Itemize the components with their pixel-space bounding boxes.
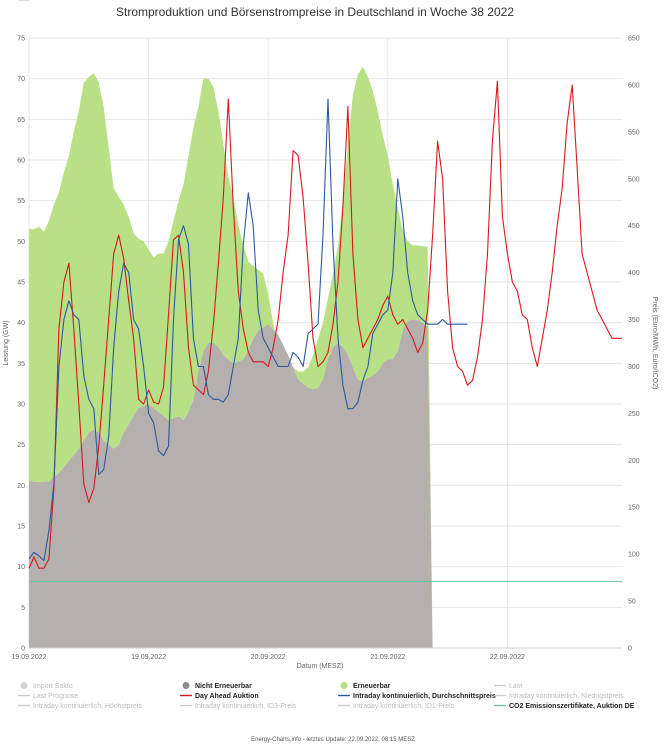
legend-item[interactable]: Last Prognose xyxy=(18,693,78,700)
legend-label: Nicht Erneuerbar xyxy=(195,683,252,690)
y-axis-right-title: Preis (Euro/MWh, Euro/tCO2) xyxy=(651,297,658,390)
y-left-tick-label: 45 xyxy=(17,280,25,287)
legend-item[interactable]: CO2 Emissionszertifikate, Auktion EU xyxy=(18,0,150,2)
series-area-erneuerbar xyxy=(29,66,473,648)
legend-item[interactable]: Intraday kontinuierlich, Niedrigstpreis xyxy=(494,693,624,700)
y-right-tick-label: 350 xyxy=(628,317,640,324)
legend-item[interactable]: Import Saldo xyxy=(20,682,73,690)
y-right-tick-label: 150 xyxy=(628,505,640,512)
y-left-tick-label: 10 xyxy=(17,564,25,571)
y-right-tick-label: 600 xyxy=(628,82,640,89)
y-right-tick-label: 300 xyxy=(628,364,640,371)
legend-item[interactable]: Intraday kontinuierlich, Höchstpreis xyxy=(18,703,142,710)
series-area-nicht-erneuerbar xyxy=(29,319,473,648)
y-left-tick-label: 20 xyxy=(17,483,25,490)
y-right-tick-label: 200 xyxy=(628,458,640,465)
y-left-tick-label: 0 xyxy=(21,646,25,653)
legend-item[interactable]: Intraday kontinuierlich, Durchschnittspr… xyxy=(338,693,496,700)
axes: 0 5 10 15 20 25 30 35 40 45 50 55 60 65 70 75 0 50 100 150 2… xyxy=(11,36,639,662)
legend-item[interactable]: Last xyxy=(494,683,522,690)
y-right-tick-label: 650 xyxy=(628,36,640,43)
series-line-intraday-kontinuierlich-durchschnittspreis xyxy=(28,98,468,562)
legend-label: CO2 Emissionszertifikate, Auktion DE xyxy=(509,703,635,710)
x-tick-label: 22.09.2022 xyxy=(490,654,525,661)
x-tick-label: 21.09.2022 xyxy=(370,654,405,661)
y-left-tick-label: 50 xyxy=(17,239,25,246)
x-tick-label: 19.09.2022 xyxy=(11,654,46,661)
y-right-tick-label: 450 xyxy=(628,223,640,230)
chart-title: Stromproduktion und Börsenstrompreise in… xyxy=(116,5,514,19)
y-right-tick-label: 400 xyxy=(628,270,640,277)
legend-item[interactable]: Intraday kontinuierlich, ID3-Preis xyxy=(180,703,297,710)
x-tick-label: 20.09.2022 xyxy=(251,654,286,661)
legend-label: Erneuerbar xyxy=(353,683,391,690)
y-right-tick-label: 550 xyxy=(628,129,640,136)
legend-item[interactable]: Nicht Erneuerbar xyxy=(182,682,253,690)
legend-label: Intraday kontinuierlich, ID3-Preis xyxy=(195,703,297,710)
footer-update: Energy-Charts.info - letztes Update: 22.… xyxy=(251,737,415,743)
y-left-tick-label: 40 xyxy=(17,320,25,327)
y-left-tick-label: 15 xyxy=(17,524,25,531)
line-series xyxy=(28,80,622,582)
y-left-tick-label: 65 xyxy=(17,117,25,124)
legend-item[interactable]: CO2 Emissionszertifikate, Auktion DE xyxy=(494,703,635,710)
y-left-tick-label: 25 xyxy=(17,442,25,449)
legend-dot-icon xyxy=(182,682,190,689)
legend-label: Import Saldo xyxy=(33,683,73,690)
y-right-tick-label: 0 xyxy=(628,646,632,653)
legend-label: Intraday kontinuierlich, Durchschnittspr… xyxy=(353,693,496,700)
legend-label: Last xyxy=(509,683,522,690)
y-right-tick-label: 250 xyxy=(628,411,640,418)
legend-dot-icon xyxy=(20,682,28,689)
series-line-day-ahead-auktion xyxy=(28,80,622,569)
y-right-tick-label: 500 xyxy=(628,176,640,183)
x-axis-title: Datum (MESZ) xyxy=(297,663,344,670)
y-left-tick-label: 75 xyxy=(17,36,25,43)
y-left-tick-label: 35 xyxy=(17,361,25,368)
y-left-tick-label: 70 xyxy=(17,76,25,83)
y-right-tick-label: 50 xyxy=(628,599,636,606)
legend-label: CO2 Emissionszertifikate, Auktion EU xyxy=(33,0,150,2)
y-left-tick-label: 55 xyxy=(17,198,25,205)
legend-label: Intraday kontinuierlich, Niedrigstpreis xyxy=(509,693,624,700)
legend-dot-icon xyxy=(340,682,348,689)
y-right-tick-label: 100 xyxy=(628,552,640,559)
legend-label: Last Prognose xyxy=(33,693,78,700)
legend-label: Intraday kontinuierlich, ID1-Preis xyxy=(353,703,455,710)
x-tick-label: 19.09.2022 xyxy=(131,654,166,661)
legend-item[interactable]: Erneuerbar xyxy=(340,682,391,690)
y-left-tick-label: 60 xyxy=(17,158,25,165)
legend: Import Saldo Nicht Erneuerbar Erneuerbar La… xyxy=(18,0,635,710)
y-axis-left-title: Leistung (GW) xyxy=(3,320,10,365)
legend-item[interactable]: Day Ahead Auktion xyxy=(180,693,259,700)
area-series xyxy=(29,66,473,648)
y-left-tick-label: 30 xyxy=(17,402,25,409)
legend-item[interactable]: Intraday kontinuierlich, ID1-Preis xyxy=(338,703,455,710)
legend-label: Day Ahead Auktion xyxy=(195,693,259,700)
y-left-tick-label: 5 xyxy=(21,605,25,612)
legend-label: Intraday kontinuierlich, Höchstpreis xyxy=(33,703,142,710)
